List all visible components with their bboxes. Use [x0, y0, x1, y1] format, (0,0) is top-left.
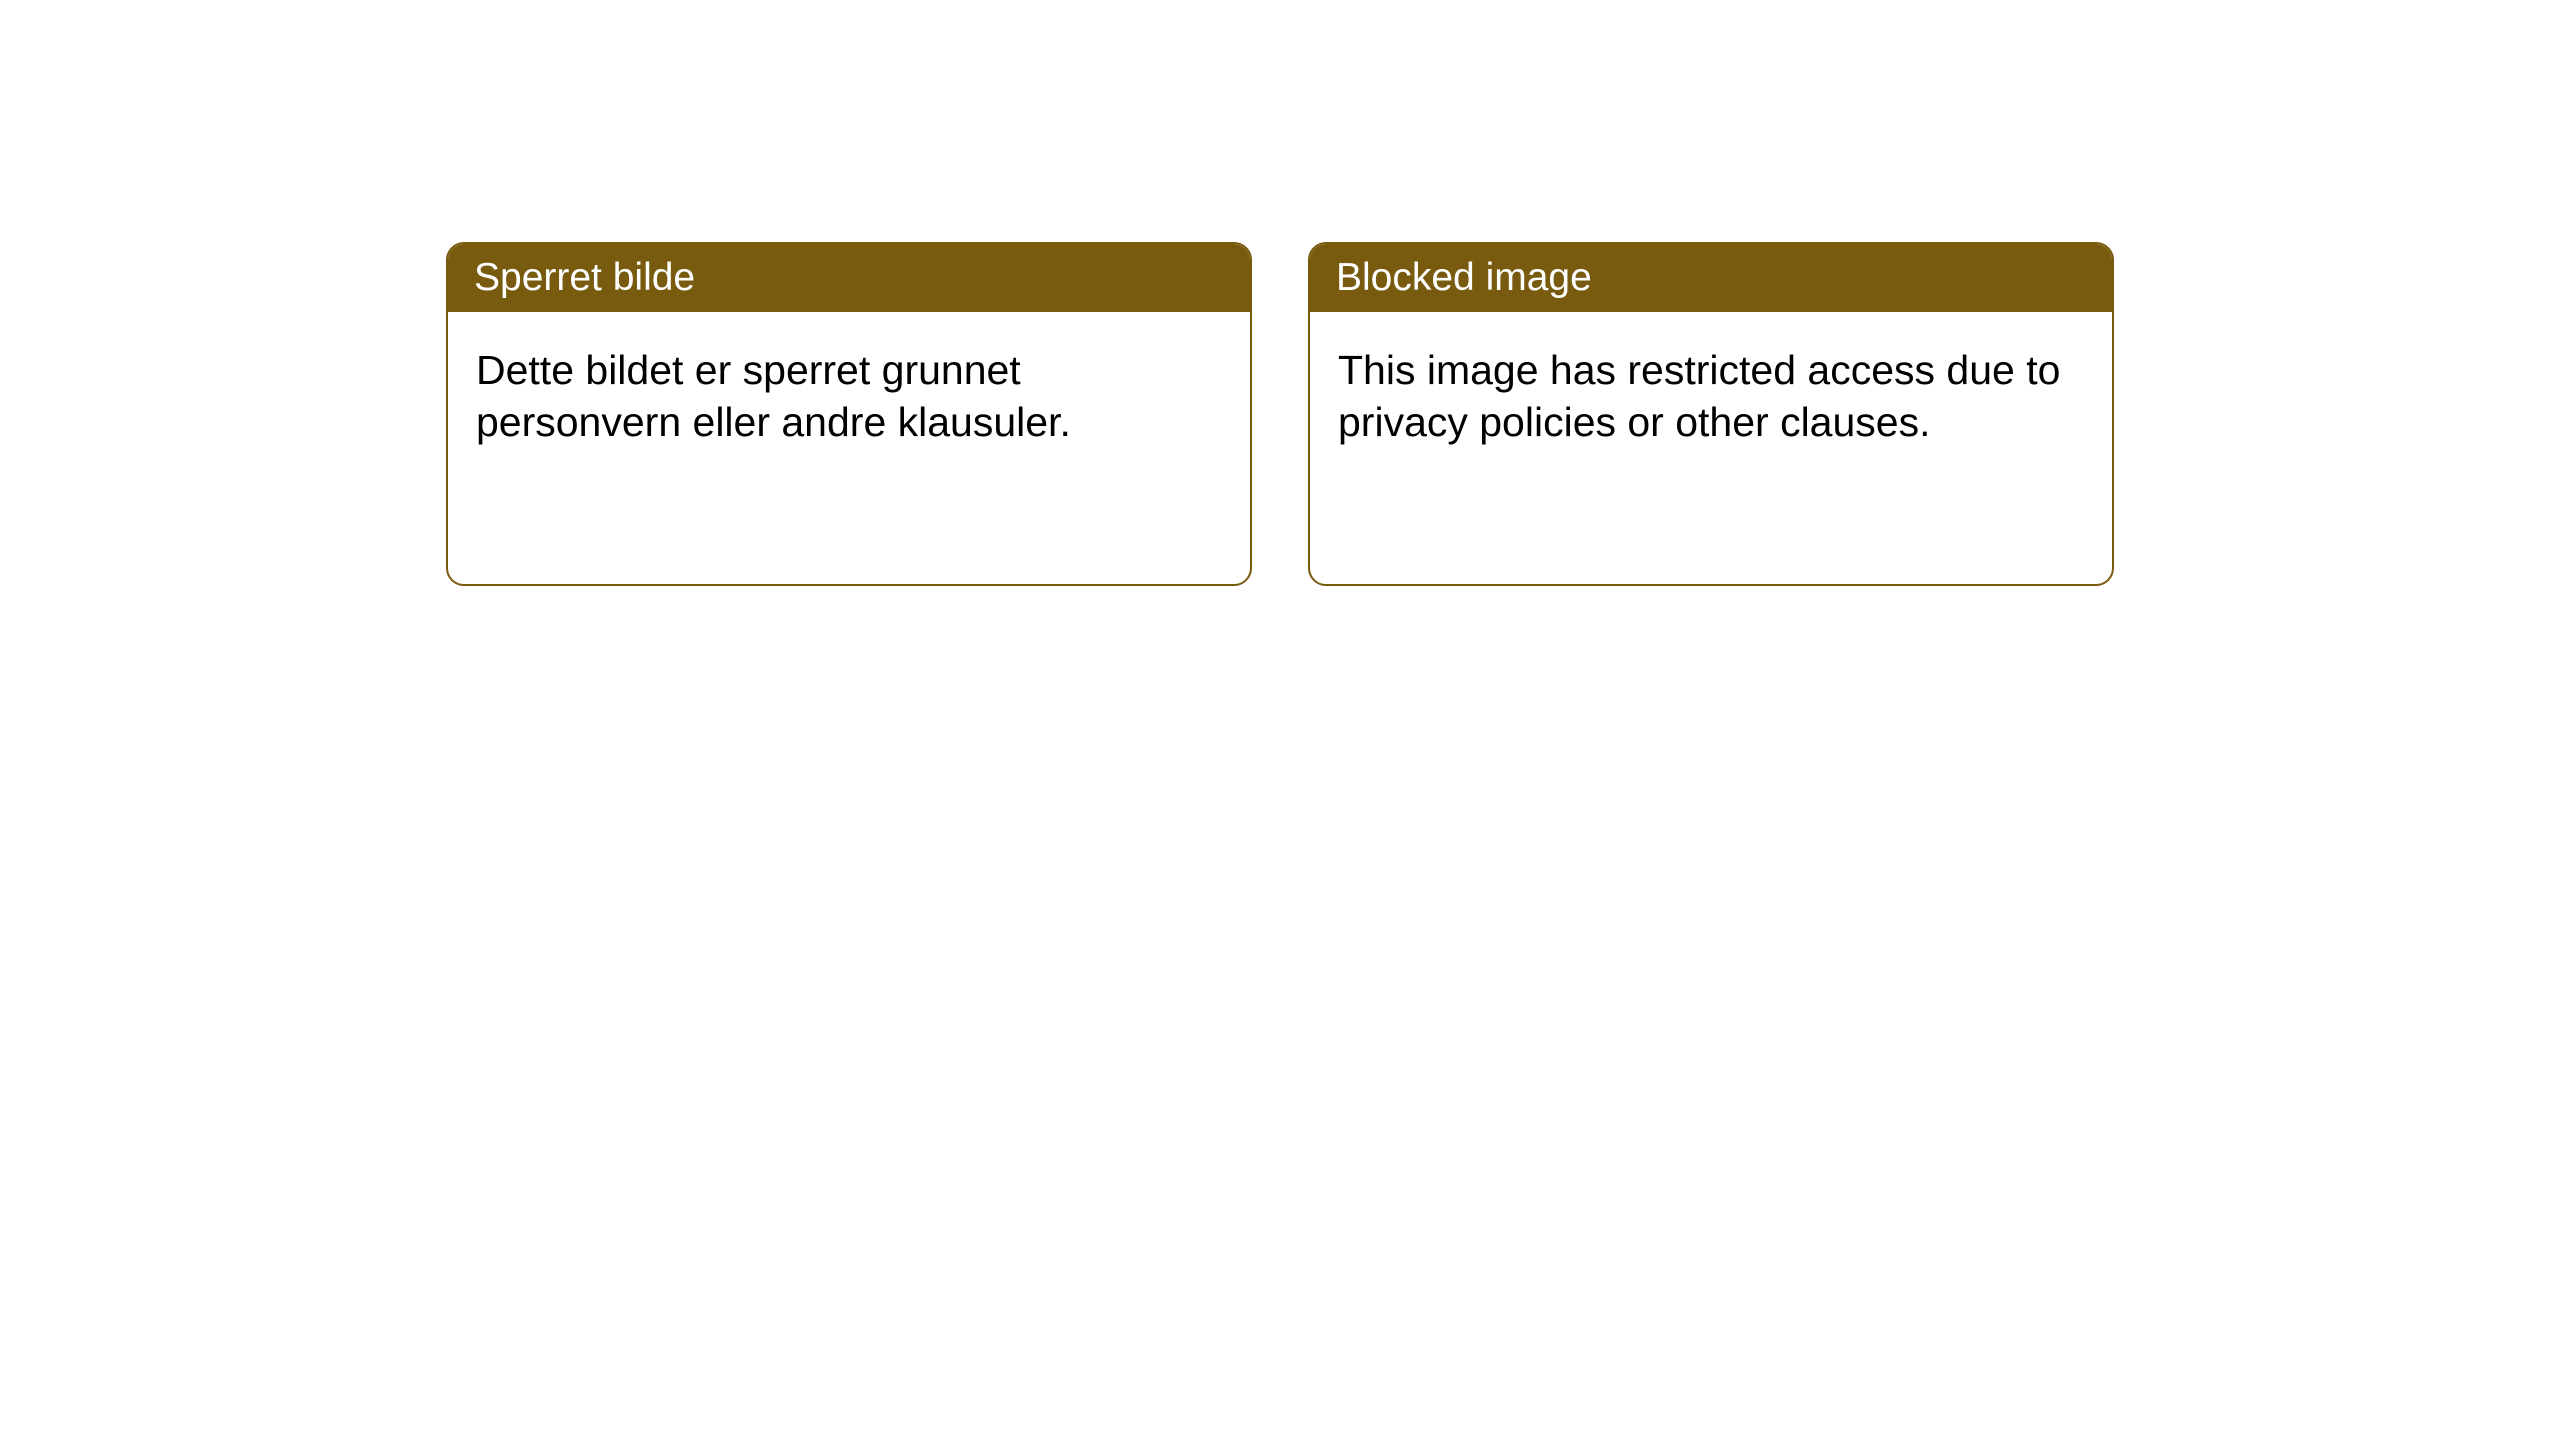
card-title-no: Sperret bilde: [474, 256, 695, 299]
card-body-no: Dette bildet er sperret grunnet personve…: [448, 312, 1250, 584]
blocked-image-card-en: Blocked image This image has restricted …: [1308, 242, 2114, 586]
card-header-en: Blocked image: [1310, 244, 2112, 312]
card-header-no: Sperret bilde: [448, 244, 1250, 312]
card-body-en: This image has restricted access due to …: [1310, 312, 2112, 584]
card-body-text-en: This image has restricted access due to …: [1338, 347, 2060, 445]
blocked-image-card-no: Sperret bilde Dette bildet er sperret gr…: [446, 242, 1252, 586]
card-title-en: Blocked image: [1336, 256, 1592, 299]
cards-container: Sperret bilde Dette bildet er sperret gr…: [0, 0, 2560, 586]
card-body-text-no: Dette bildet er sperret grunnet personve…: [476, 347, 1071, 445]
